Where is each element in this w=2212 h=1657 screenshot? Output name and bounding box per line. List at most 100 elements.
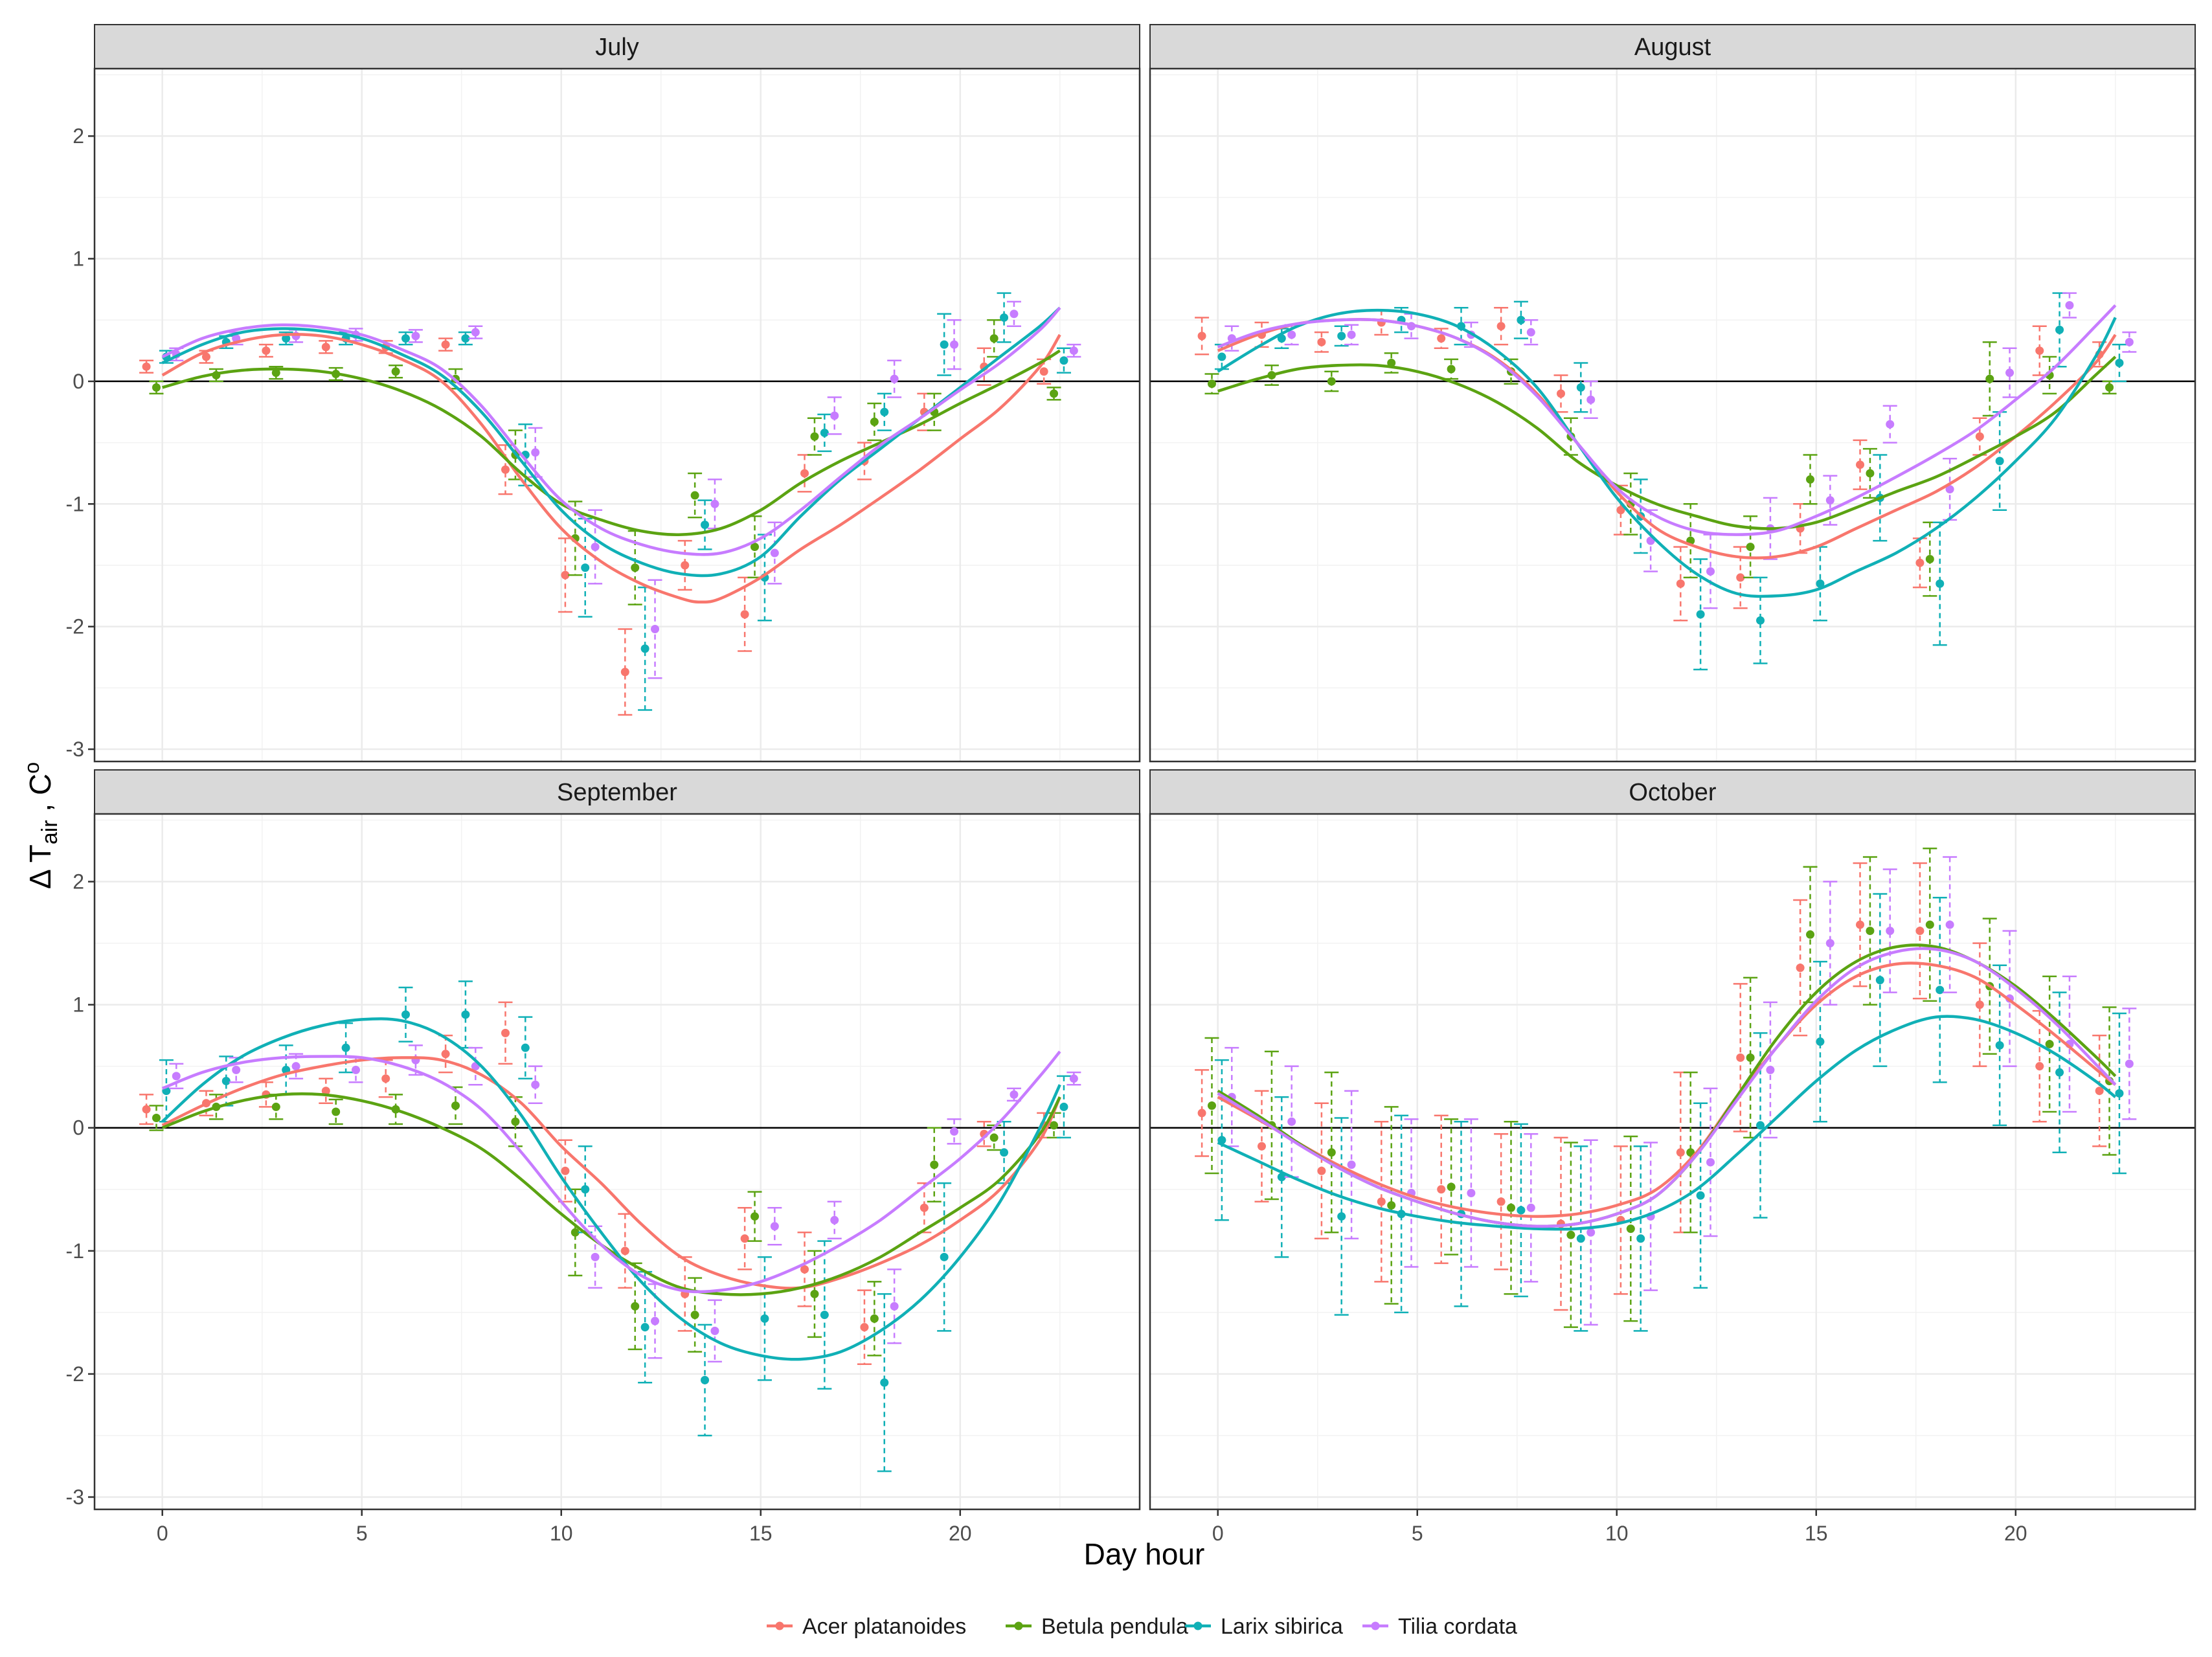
panel-border (1149, 813, 2196, 1511)
x-tick-label: 15 (1805, 1522, 1828, 1545)
y-tick-label: -1 (66, 492, 84, 515)
point-tilia-cordata (1467, 1188, 1476, 1197)
x-tick-label: 10 (1605, 1522, 1629, 1545)
point-larix-sibirica (401, 334, 411, 343)
point-betula-pendula (810, 432, 819, 441)
point-tilia-cordata (172, 1072, 181, 1081)
y-axis-subscript: air (38, 820, 62, 844)
panel-october: October 0 5 10 15 20 (1149, 769, 2196, 1545)
point-tilia-cordata (291, 1062, 300, 1071)
point-betula-pendula (391, 367, 400, 376)
point-acer-platanoides (2035, 346, 2044, 355)
point-larix-sibirica (880, 1378, 889, 1387)
point-larix-sibirica (1059, 356, 1068, 365)
legend-label: Larix sibirica (1221, 1614, 1343, 1639)
point-acer-platanoides (1496, 322, 1506, 331)
legend-label: Betula pendula (1041, 1614, 1188, 1639)
point-acer-platanoides (1736, 1053, 1745, 1062)
point-acer-platanoides (1437, 334, 1446, 343)
y-axis-base: T (23, 844, 57, 862)
point-betula-pendula (690, 1311, 699, 1320)
smooth-line-tilia-cordata (161, 1050, 1061, 1294)
panel-border (1149, 67, 2196, 763)
point-tilia-cordata (830, 1215, 839, 1224)
point-acer-platanoides (1856, 920, 1865, 929)
point-acer-platanoides (800, 469, 809, 478)
point-larix-sibirica (401, 1010, 411, 1019)
point-tilia-cordata (1945, 920, 1954, 929)
legend-label: Tilia cordata (1398, 1614, 1517, 1639)
point-tilia-cordata (1586, 1228, 1596, 1237)
point-larix-sibirica (1277, 1173, 1286, 1182)
legend-item-betula-pendula: Betula pendula (1006, 1614, 1188, 1639)
point-acer-platanoides (381, 1074, 390, 1083)
point-tilia-cordata (1010, 310, 1019, 319)
point-larix-sibirica (1517, 315, 1526, 324)
y-axis-title: ΔTair , Co (20, 762, 62, 889)
legend-item-acer-platanoides: Acer platanoides (767, 1614, 966, 1639)
point-acer-platanoides (1317, 337, 1326, 346)
point-larix-sibirica (640, 1323, 649, 1332)
point-tilia-cordata (770, 1222, 779, 1231)
point-larix-sibirica (1636, 1234, 1645, 1243)
y-tick-label: -3 (66, 1485, 84, 1509)
point-betula-pendula (1447, 365, 1456, 374)
point-tilia-cordata (1945, 485, 1954, 494)
legend-key-point (1371, 1621, 1380, 1630)
legend-key-point (1193, 1621, 1202, 1630)
point-tilia-cordata (1825, 496, 1834, 505)
panel-july: July -3 -2 -1 0 1 2 (66, 24, 1141, 763)
point-acer-platanoides (620, 1246, 629, 1256)
point-acer-platanoides (1197, 1109, 1206, 1118)
point-tilia-cordata (352, 1065, 360, 1074)
point-betula-pendula (1387, 1200, 1396, 1210)
y-tick-label: -2 (66, 1362, 84, 1386)
plot-background (95, 814, 1140, 1509)
point-betula-pendula (1806, 930, 1815, 939)
point-tilia-cordata (1347, 330, 1356, 339)
smooth-line-acer-platanoides (1217, 962, 2117, 1218)
point-betula-pendula (631, 563, 640, 572)
point-acer-platanoides (800, 1265, 809, 1274)
smooth-line-tilia-cordata (1217, 304, 2117, 536)
point-betula-pendula (1050, 1121, 1059, 1130)
panel-strip (94, 769, 1140, 815)
point-betula-pendula (751, 543, 760, 552)
point-tilia-cordata (471, 328, 480, 337)
point-tilia-cordata (1010, 1090, 1019, 1099)
point-betula-pendula (1925, 555, 1934, 564)
point-tilia-cordata (531, 1080, 540, 1089)
point-betula-pendula (2105, 383, 2114, 392)
legend-label: Acer platanoides (802, 1614, 966, 1639)
panel-title: August (1634, 34, 1711, 61)
point-acer-platanoides (620, 668, 629, 677)
point-betula-pendula (271, 368, 280, 378)
x-tick-label: 5 (1412, 1522, 1423, 1545)
point-acer-platanoides (1736, 573, 1745, 582)
point-tilia-cordata (232, 1065, 241, 1074)
point-larix-sibirica (820, 428, 829, 437)
point-betula-pendula (271, 1102, 280, 1111)
panel-title: July (595, 34, 639, 61)
legend-key-point (775, 1621, 784, 1630)
point-acer-platanoides (1915, 558, 1924, 567)
point-acer-platanoides (1197, 332, 1206, 341)
smooth-line-betula-pendula (162, 349, 1061, 536)
point-betula-pendula (2045, 1039, 2054, 1048)
panel-august: August (1149, 24, 2196, 763)
x-tick-label: 0 (157, 1522, 168, 1545)
point-tilia-cordata (1069, 346, 1078, 355)
point-acer-platanoides (1039, 367, 1048, 376)
point-larix-sibirica (1995, 457, 2004, 466)
point-larix-sibirica (581, 563, 590, 572)
point-acer-platanoides (740, 1234, 749, 1243)
point-acer-platanoides (1856, 460, 1865, 469)
point-larix-sibirica (1875, 976, 1884, 985)
plot-background (1150, 69, 2195, 761)
point-tilia-cordata (1347, 1160, 1356, 1169)
point-larix-sibirica (2055, 1068, 2064, 1077)
y-tick-label: 0 (73, 1116, 84, 1140)
y-tick-label: -1 (66, 1239, 84, 1263)
point-acer-platanoides (142, 362, 151, 371)
point-larix-sibirica (1217, 352, 1226, 361)
